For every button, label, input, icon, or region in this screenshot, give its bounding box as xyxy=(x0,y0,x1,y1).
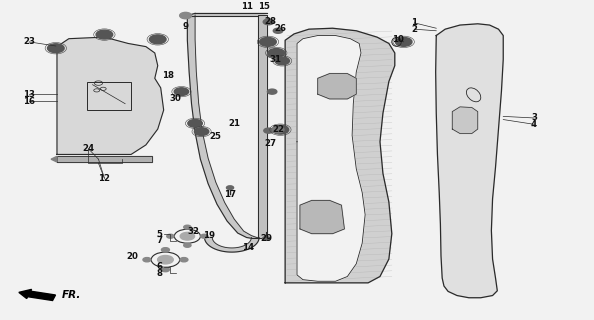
Text: 27: 27 xyxy=(264,139,276,148)
Circle shape xyxy=(174,88,189,95)
Circle shape xyxy=(48,44,64,53)
Circle shape xyxy=(273,28,283,33)
Text: 11: 11 xyxy=(241,2,252,11)
Polygon shape xyxy=(318,74,356,99)
Text: 22: 22 xyxy=(272,125,284,134)
Circle shape xyxy=(96,30,113,39)
Circle shape xyxy=(201,234,208,238)
Circle shape xyxy=(267,89,277,94)
Text: 17: 17 xyxy=(224,189,236,199)
Text: 21: 21 xyxy=(229,119,241,128)
Text: 2: 2 xyxy=(411,25,418,34)
Text: 4: 4 xyxy=(531,120,537,129)
Circle shape xyxy=(268,49,285,57)
Text: 32: 32 xyxy=(187,227,200,236)
Circle shape xyxy=(194,128,209,135)
Circle shape xyxy=(184,225,191,229)
Text: 1: 1 xyxy=(411,18,418,27)
Text: 30: 30 xyxy=(169,94,181,103)
Polygon shape xyxy=(297,36,365,281)
Text: 19: 19 xyxy=(203,231,215,240)
Polygon shape xyxy=(452,107,478,133)
Circle shape xyxy=(184,243,191,247)
Text: 18: 18 xyxy=(162,71,174,80)
Circle shape xyxy=(188,119,203,127)
Polygon shape xyxy=(300,200,345,234)
Circle shape xyxy=(143,258,151,262)
Circle shape xyxy=(263,236,270,240)
Text: 15: 15 xyxy=(258,2,270,11)
Text: 8: 8 xyxy=(156,269,163,278)
Circle shape xyxy=(260,37,276,46)
Text: 16: 16 xyxy=(23,97,35,106)
Circle shape xyxy=(180,258,188,262)
Circle shape xyxy=(396,37,412,46)
Circle shape xyxy=(264,128,273,133)
Text: 23: 23 xyxy=(23,37,35,46)
Polygon shape xyxy=(204,237,259,252)
Text: 13: 13 xyxy=(23,90,35,99)
Text: 25: 25 xyxy=(209,132,221,141)
Polygon shape xyxy=(51,156,57,162)
Polygon shape xyxy=(285,28,395,283)
Circle shape xyxy=(267,52,277,57)
Text: 28: 28 xyxy=(264,17,276,26)
Polygon shape xyxy=(258,15,267,238)
Polygon shape xyxy=(187,13,267,16)
Circle shape xyxy=(157,255,173,264)
Text: 10: 10 xyxy=(392,35,404,44)
Circle shape xyxy=(263,19,274,25)
Text: 31: 31 xyxy=(269,55,281,64)
FancyArrow shape xyxy=(19,289,55,300)
Text: 5: 5 xyxy=(157,230,162,239)
Text: 24: 24 xyxy=(83,144,94,153)
Polygon shape xyxy=(57,156,152,162)
Text: 14: 14 xyxy=(242,244,254,252)
Text: 9: 9 xyxy=(182,21,188,30)
Polygon shape xyxy=(57,37,164,155)
Circle shape xyxy=(150,35,166,44)
Text: 20: 20 xyxy=(127,252,138,261)
Circle shape xyxy=(167,234,174,238)
Circle shape xyxy=(272,126,284,133)
Circle shape xyxy=(179,12,191,19)
Circle shape xyxy=(226,186,233,190)
Polygon shape xyxy=(187,15,258,238)
Bar xyxy=(87,82,131,110)
Circle shape xyxy=(180,232,195,240)
Text: 6: 6 xyxy=(156,262,163,271)
Circle shape xyxy=(275,57,289,65)
Polygon shape xyxy=(435,24,503,298)
Text: 12: 12 xyxy=(99,174,110,183)
Circle shape xyxy=(162,248,169,252)
Circle shape xyxy=(272,125,289,134)
Text: 29: 29 xyxy=(260,234,272,243)
Text: 26: 26 xyxy=(274,24,286,33)
Text: FR.: FR. xyxy=(62,290,81,300)
Text: 7: 7 xyxy=(156,236,163,245)
Text: 3: 3 xyxy=(531,114,537,123)
Circle shape xyxy=(162,268,169,272)
